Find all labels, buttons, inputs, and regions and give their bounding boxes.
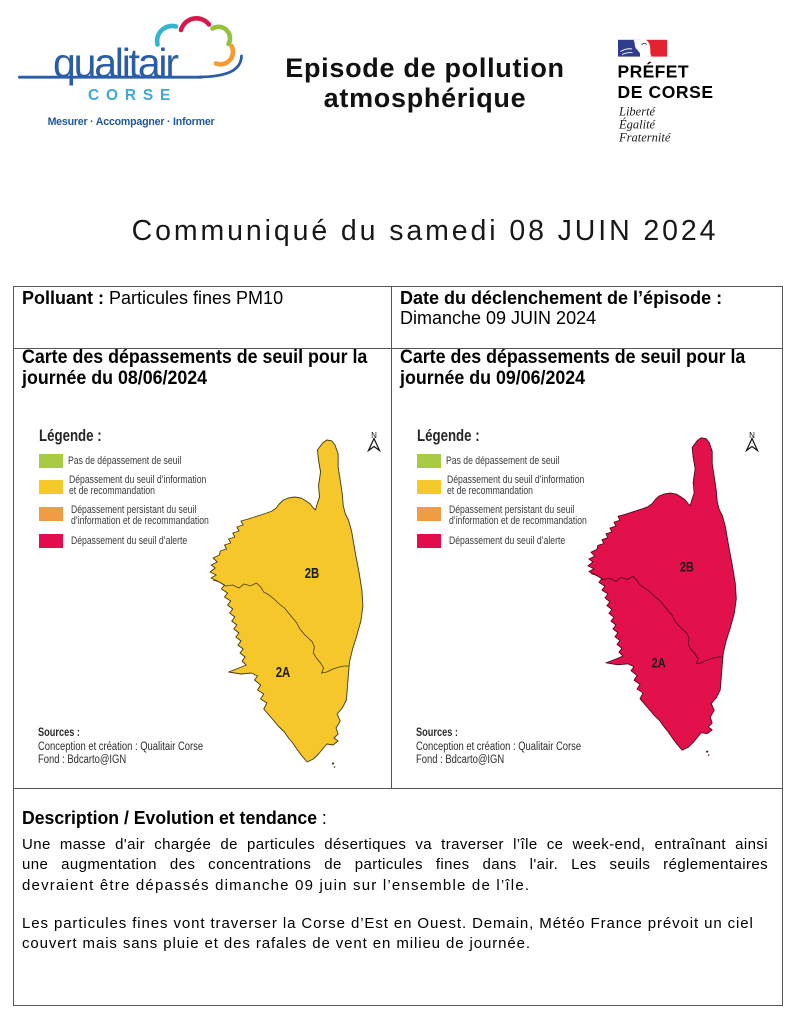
svg-text:Mesurer · Accompagner · Inform: Mesurer · Accompagner · Informer [48,116,215,128]
svg-text:Liberté: Liberté [618,105,656,119]
svg-text:2B: 2B [305,566,320,582]
svg-text:DE CORSE: DE CORSE [618,82,714,102]
svg-text:2B: 2B [680,559,694,575]
svg-text:PRÉFET: PRÉFET [618,61,689,82]
svg-text:2A: 2A [652,655,666,671]
svg-text:2A: 2A [276,665,291,681]
svg-text:Égalité: Égalité [618,118,656,132]
svg-text:qualitair: qualitair [53,40,178,86]
svg-text:Fraternité: Fraternité [618,131,671,145]
svg-text:N: N [749,431,755,440]
svg-text:N: N [371,431,377,440]
svg-text:CORSE: CORSE [88,87,177,104]
